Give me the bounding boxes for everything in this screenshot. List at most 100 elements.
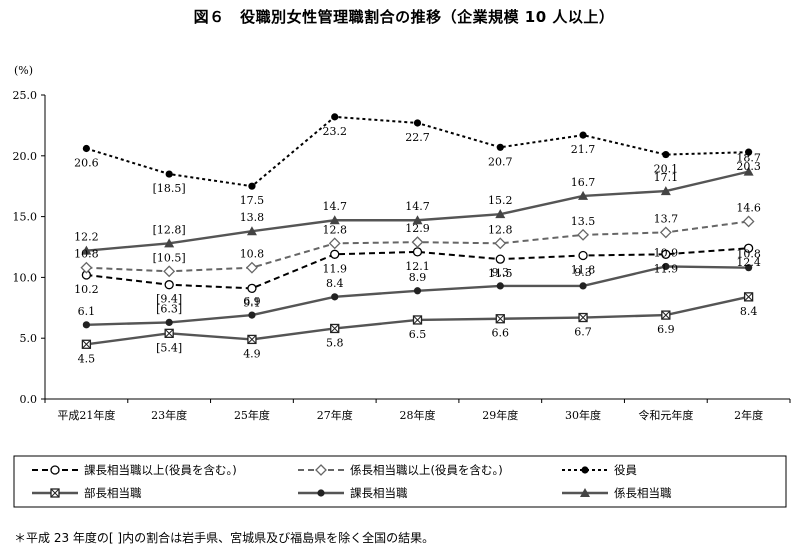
series-5-data-label: 15.2 (488, 194, 513, 207)
series-3-data-label: 5.8 (326, 336, 344, 349)
series-1-point (659, 226, 672, 239)
y-unit-label: (%) (14, 64, 33, 77)
series-2-data-label: 20.6 (74, 157, 99, 170)
series-3-data-label: 6.9 (657, 323, 675, 336)
series-5-point (743, 166, 754, 176)
series-3-point-x2 (578, 313, 588, 322)
series-5-data-label: 18.7 (736, 152, 761, 165)
series-2-point (331, 113, 339, 121)
series-2-point (82, 144, 90, 153)
series-4-data-label: 6.9 (243, 295, 261, 308)
series-5-point (495, 209, 506, 219)
y-tick-label: 20.0 (13, 150, 38, 163)
series-3-data-label: 6.7 (574, 326, 592, 339)
series-1-point (494, 237, 507, 250)
series-4-data-label: 10.8 (736, 248, 761, 261)
y-tick-label: 25.0 (13, 89, 38, 102)
series-3-point-x2 (82, 339, 91, 349)
x-tick-label: 2年度 (734, 408, 763, 422)
series-0-point (164, 280, 174, 290)
series-5-point (578, 190, 589, 200)
series-5-data-label: 13.8 (240, 211, 265, 224)
legend-swatch-marker-5 (580, 488, 590, 497)
series-5-point (412, 215, 423, 225)
series-0-point (495, 254, 505, 264)
series-line-0 (86, 247, 749, 290)
series-1-data-label: [10.5] (153, 251, 186, 264)
series-3-data-label: 8.4 (740, 305, 758, 318)
series-1-point (577, 228, 589, 241)
series-0-data-label: 11.5 (488, 267, 513, 280)
series-4-data-label: [6.3] (156, 302, 182, 315)
y-tick-label: 0.0 (20, 393, 38, 406)
series-0-point (330, 249, 340, 259)
series-0-data-label: 10.2 (74, 283, 99, 296)
x-tick-label: 29年度 (482, 408, 518, 422)
series-3-data-label: 4.9 (243, 347, 261, 360)
series-0-data-label: 12.1 (405, 260, 430, 273)
series-4-data-label: 8.9 (409, 271, 427, 284)
series-5-data-label: 12.2 (74, 231, 99, 244)
series-2-point (413, 119, 422, 127)
series-3-data-label: 6.6 (492, 327, 510, 340)
series-0-point (743, 243, 754, 253)
series-4-data-label: 8.4 (326, 277, 344, 290)
y-tick-label: 5.0 (20, 332, 38, 345)
legend-swatch-marker-4 (317, 489, 325, 497)
series-1-point (328, 237, 341, 250)
series-5-point (246, 226, 257, 236)
legend-swatch-marker-2 (581, 466, 589, 474)
series-4-point (165, 318, 173, 326)
legend-label-0: 課長相当職以上(役員を含む。) (84, 463, 237, 477)
legend-swatch-marker-3-x2 (50, 488, 60, 498)
series-3-point-x2 (413, 315, 422, 325)
series-4-data-label: 10.9 (654, 246, 679, 259)
series-0-data-label: [9.4] (156, 293, 182, 306)
series-4-point (82, 321, 90, 329)
series-1-point (80, 261, 93, 274)
series-0-point (578, 250, 588, 261)
series-1-data-label: 10.8 (74, 248, 99, 261)
series-3-data-label: [5.4] (156, 341, 182, 354)
series-1-data-label: 12.8 (488, 223, 513, 236)
series-2-point (496, 143, 504, 151)
series-5-data-label: 14.7 (405, 200, 430, 213)
x-tick-label: 23年度 (151, 408, 187, 422)
series-2-data-label: [18.5] (153, 182, 186, 195)
series-4-point (745, 264, 753, 272)
series-4-point (579, 282, 587, 290)
series-3-point-x2 (164, 328, 174, 338)
series-4-point (662, 262, 670, 271)
x-tick-label: 30年度 (565, 408, 601, 422)
legend-label-5: 係長相当職 (614, 486, 672, 500)
series-0-data-label: 12.4 (736, 256, 761, 269)
x-tick-label: 令和元年度 (638, 408, 693, 422)
legend-label-1: 係長相当職以上(役員を含む。) (350, 463, 503, 477)
series-4-point (413, 287, 422, 295)
series-0-data-label: 9.1 (243, 296, 261, 309)
series-5-point (81, 245, 92, 255)
legend-box (13, 455, 787, 508)
series-3-point-x2 (661, 310, 671, 320)
series-4-data-label: 6.1 (78, 305, 96, 318)
series-0-data-label: 11.8 (571, 264, 596, 277)
x-tick-label: 27年度 (317, 408, 353, 422)
series-2-point (745, 148, 753, 156)
series-1-point (742, 215, 755, 228)
series-1-point (246, 261, 258, 274)
legend-label-3: 部長相当職 (84, 486, 142, 500)
series-0-point (661, 249, 671, 259)
series-5-point (660, 186, 671, 196)
x-tick-label: 25年度 (234, 408, 270, 422)
series-0-point (247, 283, 257, 293)
series-1-data-label: 10.8 (240, 248, 265, 261)
series-4-point (248, 311, 256, 319)
legend-swatch-marker-0 (50, 465, 60, 475)
footnote: ＊平成 23 年度の[ ]内の割合は岩手県、宮城県及び福島県を除く全国の結果。 (14, 531, 435, 545)
series-5-point (164, 238, 175, 248)
series-1-data-label: 13.5 (571, 215, 596, 228)
y-tick-label: 15.0 (13, 211, 38, 224)
series-4-point (496, 282, 504, 290)
series-3-point-x2 (330, 324, 340, 333)
